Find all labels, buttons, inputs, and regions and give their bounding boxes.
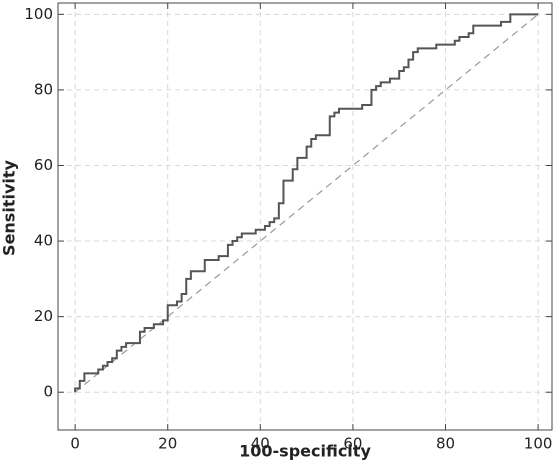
y-tick-label: 60 — [34, 156, 53, 174]
y-tick-label: 100 — [24, 5, 53, 23]
x-tick-label: 60 — [343, 435, 362, 453]
reference-line — [74, 13, 539, 393]
y-tick-label: 40 — [34, 232, 53, 250]
plot-frame — [57, 2, 553, 431]
y-tick-label: 20 — [34, 307, 53, 325]
x-tick-label: 100 — [524, 435, 553, 453]
x-tick-label: 80 — [436, 435, 455, 453]
x-tick-label: 20 — [158, 435, 177, 453]
y-tick-label: 0 — [43, 383, 53, 401]
y-tick-label: 80 — [34, 80, 53, 98]
y-axis-title: Sensitivity — [0, 159, 19, 255]
x-tick-label: 40 — [251, 435, 270, 453]
x-axis-title: 100-specificity — [239, 442, 371, 461]
roc-curve — [74, 13, 539, 393]
x-tick-label: 0 — [70, 435, 80, 453]
